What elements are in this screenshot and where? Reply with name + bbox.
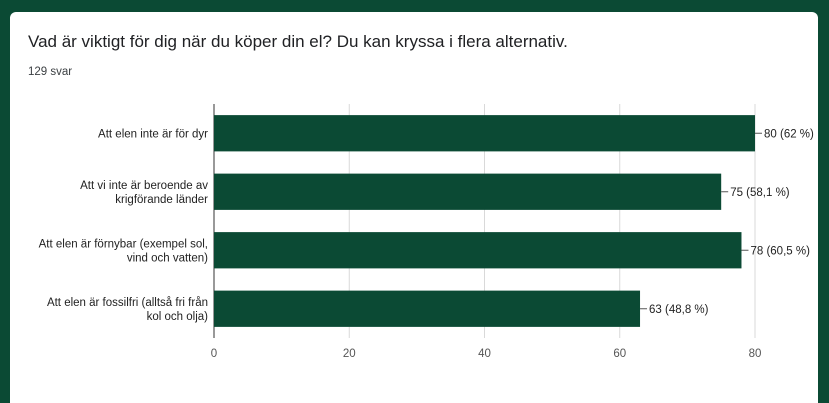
category-label-1: Att vi inte är beroende av krigförande lä… [80,180,208,206]
x-tick-label-4: 80 [749,348,762,360]
value-label-1: 75 (58,1 %) [730,187,790,199]
x-tick-label-0: 0 [211,348,217,360]
response-count: 129 svar [28,66,73,78]
category-label-3: Att elen är fossilfri (alltså fri från ko… [47,297,208,323]
bar-3 [214,290,641,327]
question-title: Vad är viktigt för dig när du köper din … [28,32,568,51]
category-label-line: krigförande länder [115,194,208,206]
category-label-line: Att elen är fossilfri (alltså fri från [47,297,208,309]
x-tick-label-3: 60 [613,348,626,360]
category-label-0: Att elen inte är för dyr [98,128,208,140]
category-label-line: Att vi inte är beroende av [80,180,208,192]
category-label-line: vind och vatten) [127,252,208,264]
category-label-line: Att elen inte är för dyr [98,128,208,140]
category-label-line: Att elen är förnybar (exempel sol, [39,238,208,250]
value-label-0: 80 (62 %) [764,128,814,140]
category-label-2: Att elen är förnybar (exempel sol, vind o… [39,238,209,264]
category-label-line: kol och olja) [147,311,209,323]
x-tick-label-2: 40 [478,348,491,360]
bar-1 [214,173,722,210]
x-tick-label-1: 20 [343,348,356,360]
bar-0 [214,115,755,152]
value-label-2: 78 (60,5 %) [750,245,810,257]
value-label-3: 63 (48,8 %) [649,304,709,316]
bar-2 [214,232,742,269]
